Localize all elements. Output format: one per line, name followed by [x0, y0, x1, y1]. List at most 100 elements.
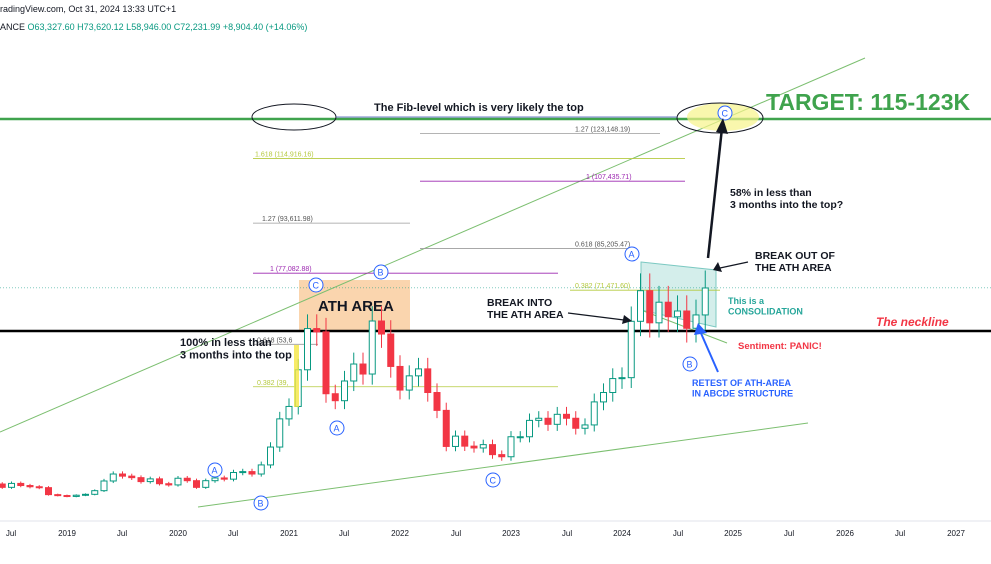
chart-header-ohlc: ANCE O63,327.60 H73,620.12 L58,946.00 C7… — [0, 22, 307, 32]
ohlc-low-label: L — [126, 22, 132, 32]
candle-body — [544, 417, 552, 425]
candle-body — [128, 475, 136, 479]
candle-body — [563, 413, 570, 419]
candle-body — [498, 454, 506, 458]
x-tick-label: 2026 — [836, 529, 854, 538]
x-tick-label: Jul — [673, 529, 683, 538]
fib-level-label: 1.618 (114,916.16) — [255, 152, 314, 159]
candle-body — [553, 413, 561, 425]
wave-label: C — [490, 476, 497, 486]
x-tick-label: 2019 — [58, 529, 76, 538]
candle-body — [479, 444, 487, 449]
candle-body — [91, 490, 99, 495]
x-tick-label: 2021 — [280, 529, 298, 538]
ohlc-change: +8,904.40 (+14.06%) — [222, 22, 308, 32]
chart-header-source: radingView.com, Oct 31, 2024 13:33 UTC+1 — [0, 4, 177, 14]
consolidation-label: This is a CONSOLIDATION — [728, 296, 803, 316]
candle-body — [452, 435, 459, 447]
candle-body — [433, 392, 441, 411]
target-circle — [676, 102, 764, 134]
candle-body — [72, 494, 80, 497]
candle-body — [507, 436, 515, 458]
candle-body — [627, 320, 635, 379]
wave-marker — [485, 472, 501, 488]
wave-label: B — [258, 499, 264, 509]
candle-body — [646, 290, 654, 324]
candle-body — [54, 494, 62, 497]
candle-body — [378, 320, 385, 335]
highlight-bar — [294, 345, 299, 407]
candle-body — [304, 328, 311, 371]
candle-body — [581, 424, 589, 429]
candle-body — [45, 487, 52, 496]
candle-body — [405, 375, 413, 391]
candle-body — [683, 310, 691, 329]
candle-body — [470, 445, 478, 449]
wave-label: C — [722, 109, 729, 119]
candle-body — [174, 477, 182, 486]
fib-level-label: 0.382 (71,471.60) — [575, 283, 630, 290]
candle-body — [63, 495, 71, 498]
x-tick-label: 2027 — [947, 529, 965, 538]
fib-level-label: 0.618 (53,6 — [257, 337, 293, 344]
candle-body — [17, 482, 25, 487]
candle-body — [368, 320, 376, 375]
candle-body — [211, 477, 219, 482]
wave-label: A — [212, 466, 218, 476]
wave-marker — [308, 277, 324, 293]
candle-body — [109, 473, 117, 482]
target-label: TARGET: 115-123K — [766, 89, 970, 115]
x-tick-label: 2025 — [724, 529, 742, 538]
break-into-label: BREAK INTO THE ATH AREA — [487, 297, 564, 321]
wave-marker — [717, 105, 733, 121]
candle-body — [285, 405, 293, 420]
panic-label: Sentiment: PANIC! — [738, 341, 822, 352]
wave-label: B — [378, 268, 384, 278]
candle-body — [341, 380, 348, 402]
fib-top-label: The Fib-level which is very likely the t… — [374, 102, 584, 114]
wave-marker — [624, 246, 640, 262]
candle-body — [257, 464, 265, 475]
candle-body — [193, 480, 200, 488]
candle-body — [424, 368, 432, 394]
wave-marker — [682, 356, 698, 372]
candle-body — [489, 444, 496, 456]
x-tick-label: Jul — [895, 529, 905, 538]
x-tick-label: Jul — [562, 529, 572, 538]
x-tick-label: Jul — [339, 529, 349, 538]
candle-body — [0, 483, 6, 488]
break-out-arrow — [719, 261, 749, 269]
break-out-arrow-head — [713, 262, 722, 272]
fib-level-label: 0.382 (39, — [257, 380, 289, 387]
x-tick-label: 2024 — [613, 529, 631, 538]
ohlc-open-label: O — [27, 22, 35, 32]
break-out-label: BREAK OUT OF THE ATH AREA — [755, 250, 836, 274]
candle-body — [239, 471, 247, 474]
retest-arrow — [699, 330, 719, 373]
candle-body — [618, 377, 626, 380]
wave-label: C — [313, 281, 320, 291]
fib-level-label: 1 (77,082.88) — [270, 266, 312, 273]
candle-body — [82, 493, 89, 496]
break-into-arrow — [567, 312, 625, 321]
candle-body — [35, 486, 43, 489]
candle-body — [276, 418, 284, 448]
candle-body — [350, 363, 358, 382]
pct-100-label: 100% in less than 3 months into the top — [180, 337, 292, 362]
candle-body — [655, 301, 663, 324]
retest-label: RETEST OF ATH-AREA IN ABCDE STRUCTURE — [692, 378, 793, 398]
candle-body — [609, 378, 617, 394]
fib-level-label: 1.27 (93,611.98) — [262, 216, 313, 223]
fib-level-label: 0.618 (85,205.47) — [575, 242, 630, 249]
wave-marker — [329, 420, 345, 436]
candle-body — [119, 473, 126, 477]
pct-58-label: 58% in less than 3 months into the top? — [730, 187, 843, 211]
wave-marker — [373, 264, 389, 280]
candle-body — [146, 478, 154, 483]
ohlc-high: 73,620.12 — [83, 22, 124, 32]
ohlc-high-label: H — [77, 22, 84, 32]
x-tick-label: Jul — [117, 529, 127, 538]
target-arrow — [706, 127, 724, 259]
candle-body — [415, 368, 422, 377]
